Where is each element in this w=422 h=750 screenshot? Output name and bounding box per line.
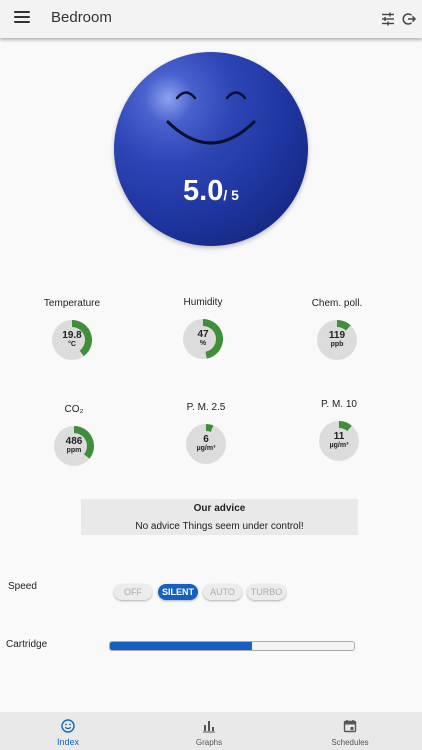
score-max: / 5 <box>223 187 239 203</box>
sensor-value: 19.8 <box>62 330 82 341</box>
nav-index-label: Index <box>56 737 80 747</box>
calendar-icon <box>343 720 357 733</box>
sensor-label: Temperature <box>43 298 101 309</box>
sensor-value: 11 <box>333 431 345 442</box>
sensor-humidity[interactable]: Humidity 47% <box>153 296 253 359</box>
gauge-hole <box>61 433 87 459</box>
sensor-unit: °C <box>68 341 76 348</box>
sensor-value: 47 <box>197 329 209 340</box>
logout-icon[interactable] <box>401 11 417 27</box>
sensor-temperature[interactable]: Temperature 19.8 °C <box>22 297 122 360</box>
sensor-gauge: 6 µg/m³ <box>186 424 226 464</box>
nav-schedules[interactable]: Schedules <box>300 712 400 750</box>
sensor-gauge: 486 ppm <box>54 426 94 466</box>
sensor-pm25[interactable]: P. M. 2.5 6 µg/m³ <box>156 401 256 464</box>
tune-icon[interactable] <box>380 11 396 27</box>
score-display: 5.0/ 5 <box>114 175 308 208</box>
nav-graphs-label: Graphs <box>195 738 223 747</box>
cartridge-level-fill <box>110 642 252 650</box>
sensor-label: P. M. 2.5 <box>186 402 226 413</box>
smiley-face-icon <box>166 91 256 145</box>
sensor-pm10[interactable]: P. M. 10 11 µg/m³ <box>289 398 389 461</box>
gauge-hole <box>326 428 352 454</box>
sensor-gauge: 19.8 °C <box>52 320 92 360</box>
sensor-label: Humidity <box>183 297 223 308</box>
sensor-gauge: 47% <box>183 319 223 359</box>
advice-box: Our advice No advice Things seem under c… <box>81 499 358 535</box>
nav-graphs[interactable]: Graphs <box>159 712 259 750</box>
sensor-value: 6 <box>203 434 209 445</box>
bar-chart-icon <box>203 721 215 733</box>
speed-label: Speed <box>8 581 37 592</box>
page-title: Bedroom <box>51 9 112 26</box>
sensor-label: P. M. 10 <box>321 399 357 410</box>
app-bar: Bedroom <box>0 0 422 38</box>
speed-off-button[interactable]: OFF <box>114 584 152 600</box>
score-value: 5.0 <box>183 175 224 207</box>
sensor-unit: % <box>199 340 207 347</box>
sensor-chem-poll[interactable]: Chem. poll. 119 ppb <box>287 297 387 360</box>
smiley-icon <box>61 719 75 733</box>
sensor-unit: ppm <box>66 447 82 454</box>
air-quality-face: 5.0/ 5 <box>114 52 308 246</box>
sensor-gauge: 11 µg/m³ <box>319 421 359 461</box>
sensor-value: 486 <box>65 436 83 447</box>
advice-title: Our advice <box>193 503 246 514</box>
nav-schedules-label: Schedules <box>331 738 369 747</box>
sensor-unit: µg/m³ <box>329 442 349 449</box>
sensor-co2[interactable]: CO₂ 486 ppm <box>24 403 124 466</box>
sensor-label: Chem. poll. <box>311 298 363 309</box>
speed-turbo-button[interactable]: TURBO <box>247 584 286 600</box>
bottom-nav: Index Graphs Schedules <box>0 712 422 750</box>
sensor-label: CO₂ <box>64 404 84 415</box>
sensor-unit: µg/m³ <box>196 445 216 452</box>
gauge-hole <box>59 327 85 353</box>
speed-auto-button[interactable]: AUTO <box>203 584 242 600</box>
gauge-hole <box>190 326 216 352</box>
cartridge-label: Cartridge <box>6 639 48 650</box>
advice-text: No advice Things seem under control! <box>135 521 304 532</box>
speed-silent-button[interactable]: SILENT <box>158 584 198 600</box>
sensor-value: 119 <box>328 330 346 341</box>
nav-index[interactable]: Index <box>18 712 118 750</box>
menu-icon[interactable] <box>14 11 30 27</box>
gauge-hole <box>324 327 350 353</box>
sensor-unit: ppb <box>330 341 344 348</box>
sensor-gauge: 119 ppb <box>317 320 357 360</box>
cartridge-progress-bar <box>109 641 355 651</box>
gauge-hole <box>193 431 219 457</box>
